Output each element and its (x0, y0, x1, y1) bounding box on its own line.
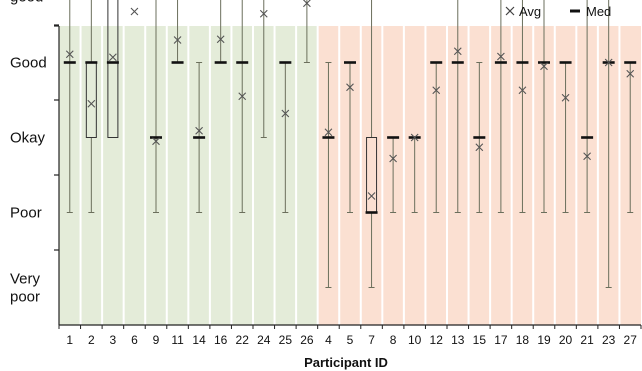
average-mark (410, 133, 419, 142)
participant-27 (624, 61, 637, 213)
average-mark (130, 7, 139, 16)
participant-16 (214, 0, 227, 64)
x-tick-label: 19 (537, 333, 551, 347)
average-mark (604, 58, 613, 67)
average-mark (518, 86, 527, 95)
x-axis-label: Participant ID (304, 355, 388, 370)
x-tick-label: 27 (624, 333, 638, 347)
participant-4 (322, 62, 335, 288)
x-tick-label: 17 (494, 333, 508, 347)
average-mark (109, 53, 117, 62)
participant-23 (602, 0, 615, 288)
participant-18 (516, 0, 529, 213)
participant-17 (494, 0, 507, 213)
average-mark (173, 36, 182, 44)
y-tick-label: Good (10, 55, 47, 72)
average-mark (303, 0, 311, 8)
x-tick-label: 7 (368, 333, 375, 347)
x-tick-label: 16 (214, 333, 228, 347)
average-mark (259, 9, 268, 18)
legend: Avg Med (505, 4, 611, 19)
x-tick-label: 21 (580, 333, 594, 347)
y-tick-label: Verygood (10, 0, 43, 6)
participant-14 (193, 62, 206, 213)
participant-22 (236, 0, 249, 213)
participant-25 (279, 61, 292, 213)
x-tick-label: 24 (257, 333, 271, 347)
axes (54, 24, 642, 329)
average-mark (152, 137, 160, 146)
x-tick-label: 13 (451, 333, 465, 347)
x-tick-label: 8 (390, 333, 397, 347)
x-tick-label: 22 (236, 333, 250, 347)
x-tick-label: 14 (192, 333, 206, 347)
participant-6 (130, 7, 139, 16)
x-tick-label: 6 (131, 333, 138, 347)
participant-8 (387, 136, 400, 213)
participant-7 (365, 0, 378, 288)
y-tick-label: Poor (10, 205, 42, 222)
legend-avg-symbol (505, 6, 515, 16)
participant-20 (559, 61, 572, 213)
participant-21 (581, 0, 594, 213)
participant-15 (473, 62, 486, 213)
average-mark (238, 92, 247, 101)
x-tick-label: 12 (430, 333, 444, 347)
legend-med-label: Med (586, 4, 611, 19)
x-tick-label: 25 (279, 333, 293, 347)
average-mark (583, 152, 591, 161)
average-mark (626, 69, 635, 78)
participant-13 (451, 0, 464, 213)
x-tick-label: 5 (347, 333, 354, 347)
average-mark (367, 192, 376, 200)
average-mark (475, 143, 484, 152)
participant-3 (106, 0, 119, 138)
x-tick-label: 23 (602, 333, 616, 347)
separator-lines (79, 26, 621, 325)
average-mark (540, 62, 548, 71)
boxes (63, 0, 637, 288)
x-tick-label: 26 (300, 333, 314, 347)
participant-26 (303, 0, 311, 63)
x-tick-label: 18 (516, 333, 530, 347)
x-tick-label: 4 (325, 333, 332, 347)
x-tick-label: 9 (153, 333, 160, 347)
participant-2 (85, 0, 98, 213)
participant-19 (538, 0, 550, 213)
average-mark (195, 126, 203, 135)
participant-11 (171, 0, 184, 64)
participant-24 (259, 0, 268, 138)
x-tick-label: 3 (110, 333, 117, 347)
average-mark (324, 128, 333, 137)
average-mark (561, 93, 570, 102)
participant-5 (344, 61, 356, 213)
x-tick-label: 10 (408, 333, 422, 347)
participant-9 (150, 0, 162, 213)
y-tick-label: Okay (10, 130, 46, 147)
x-tick-label: 15 (473, 333, 487, 347)
average-mark (432, 86, 441, 95)
average-mark (346, 83, 354, 92)
participant-1 (63, 0, 76, 213)
average-mark (453, 47, 462, 56)
average-mark (497, 52, 505, 61)
average-mark (281, 109, 290, 118)
legend-avg-label: Avg (519, 4, 541, 19)
x-tick-label: 1 (66, 333, 73, 347)
average-mark (389, 154, 397, 163)
x-tick-label: 11 (171, 333, 184, 347)
participant-10 (408, 133, 421, 213)
x-tick-labels: 1 2 3 6 9 11 14 16 22 24 25 26 4 5 7 8 10 12 13 15 17 18 19 20 2… (66, 333, 637, 347)
average-mark (65, 50, 74, 59)
average-mark (216, 35, 225, 44)
x-tick-label: 20 (559, 333, 573, 347)
y-tick-label: Very poor (10, 271, 41, 306)
x-tick-label: 2 (88, 333, 95, 347)
average-mark (87, 99, 96, 108)
participant-12 (430, 61, 443, 213)
